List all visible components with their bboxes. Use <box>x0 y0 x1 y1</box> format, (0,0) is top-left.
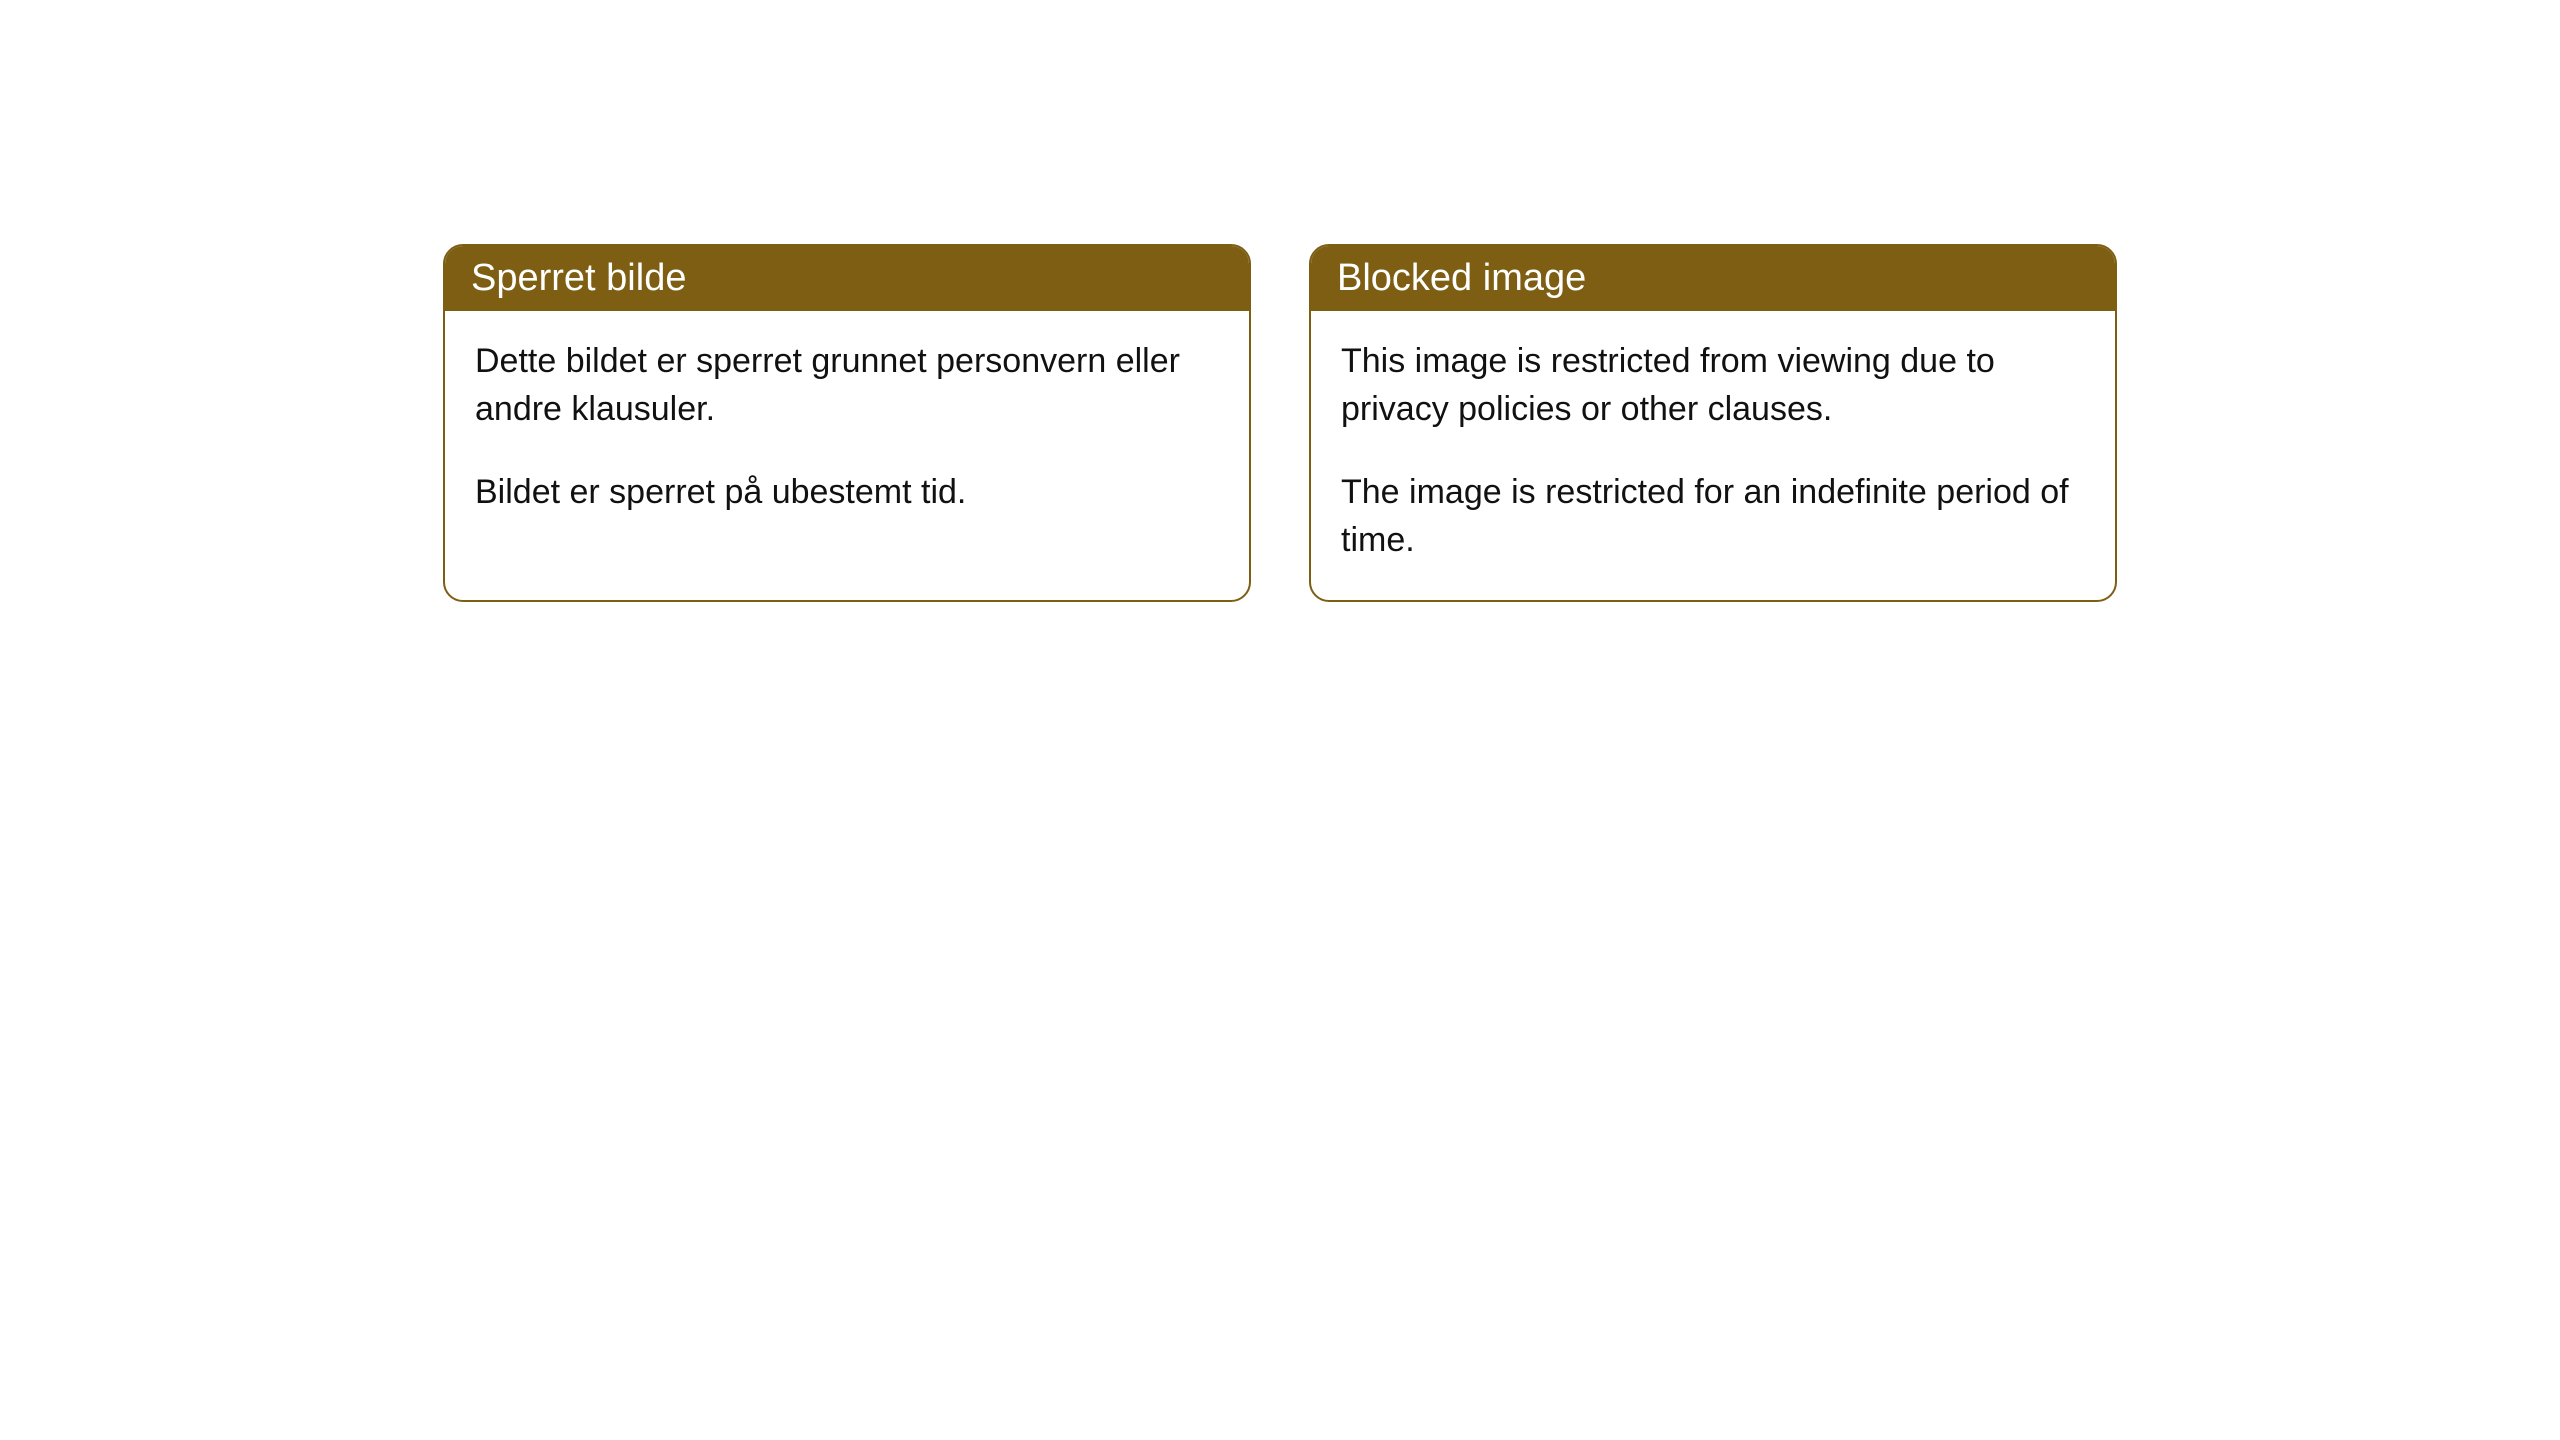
notice-header: Sperret bilde <box>445 246 1249 311</box>
notice-header: Blocked image <box>1311 246 2115 311</box>
notice-card-english: Blocked image This image is restricted f… <box>1309 244 2117 602</box>
notice-title: Blocked image <box>1337 257 1586 299</box>
notice-body: This image is restricted from viewing du… <box>1311 311 2115 600</box>
notice-container: Sperret bilde Dette bildet er sperret gr… <box>0 244 2560 602</box>
notice-paragraph: Dette bildet er sperret grunnet personve… <box>475 337 1219 434</box>
notice-title: Sperret bilde <box>471 257 686 299</box>
notice-paragraph: Bildet er sperret på ubestemt tid. <box>475 468 1219 516</box>
notice-body: Dette bildet er sperret grunnet personve… <box>445 311 1249 552</box>
notice-card-norwegian: Sperret bilde Dette bildet er sperret gr… <box>443 244 1251 602</box>
notice-paragraph: The image is restricted for an indefinit… <box>1341 468 2085 565</box>
notice-paragraph: This image is restricted from viewing du… <box>1341 337 2085 434</box>
